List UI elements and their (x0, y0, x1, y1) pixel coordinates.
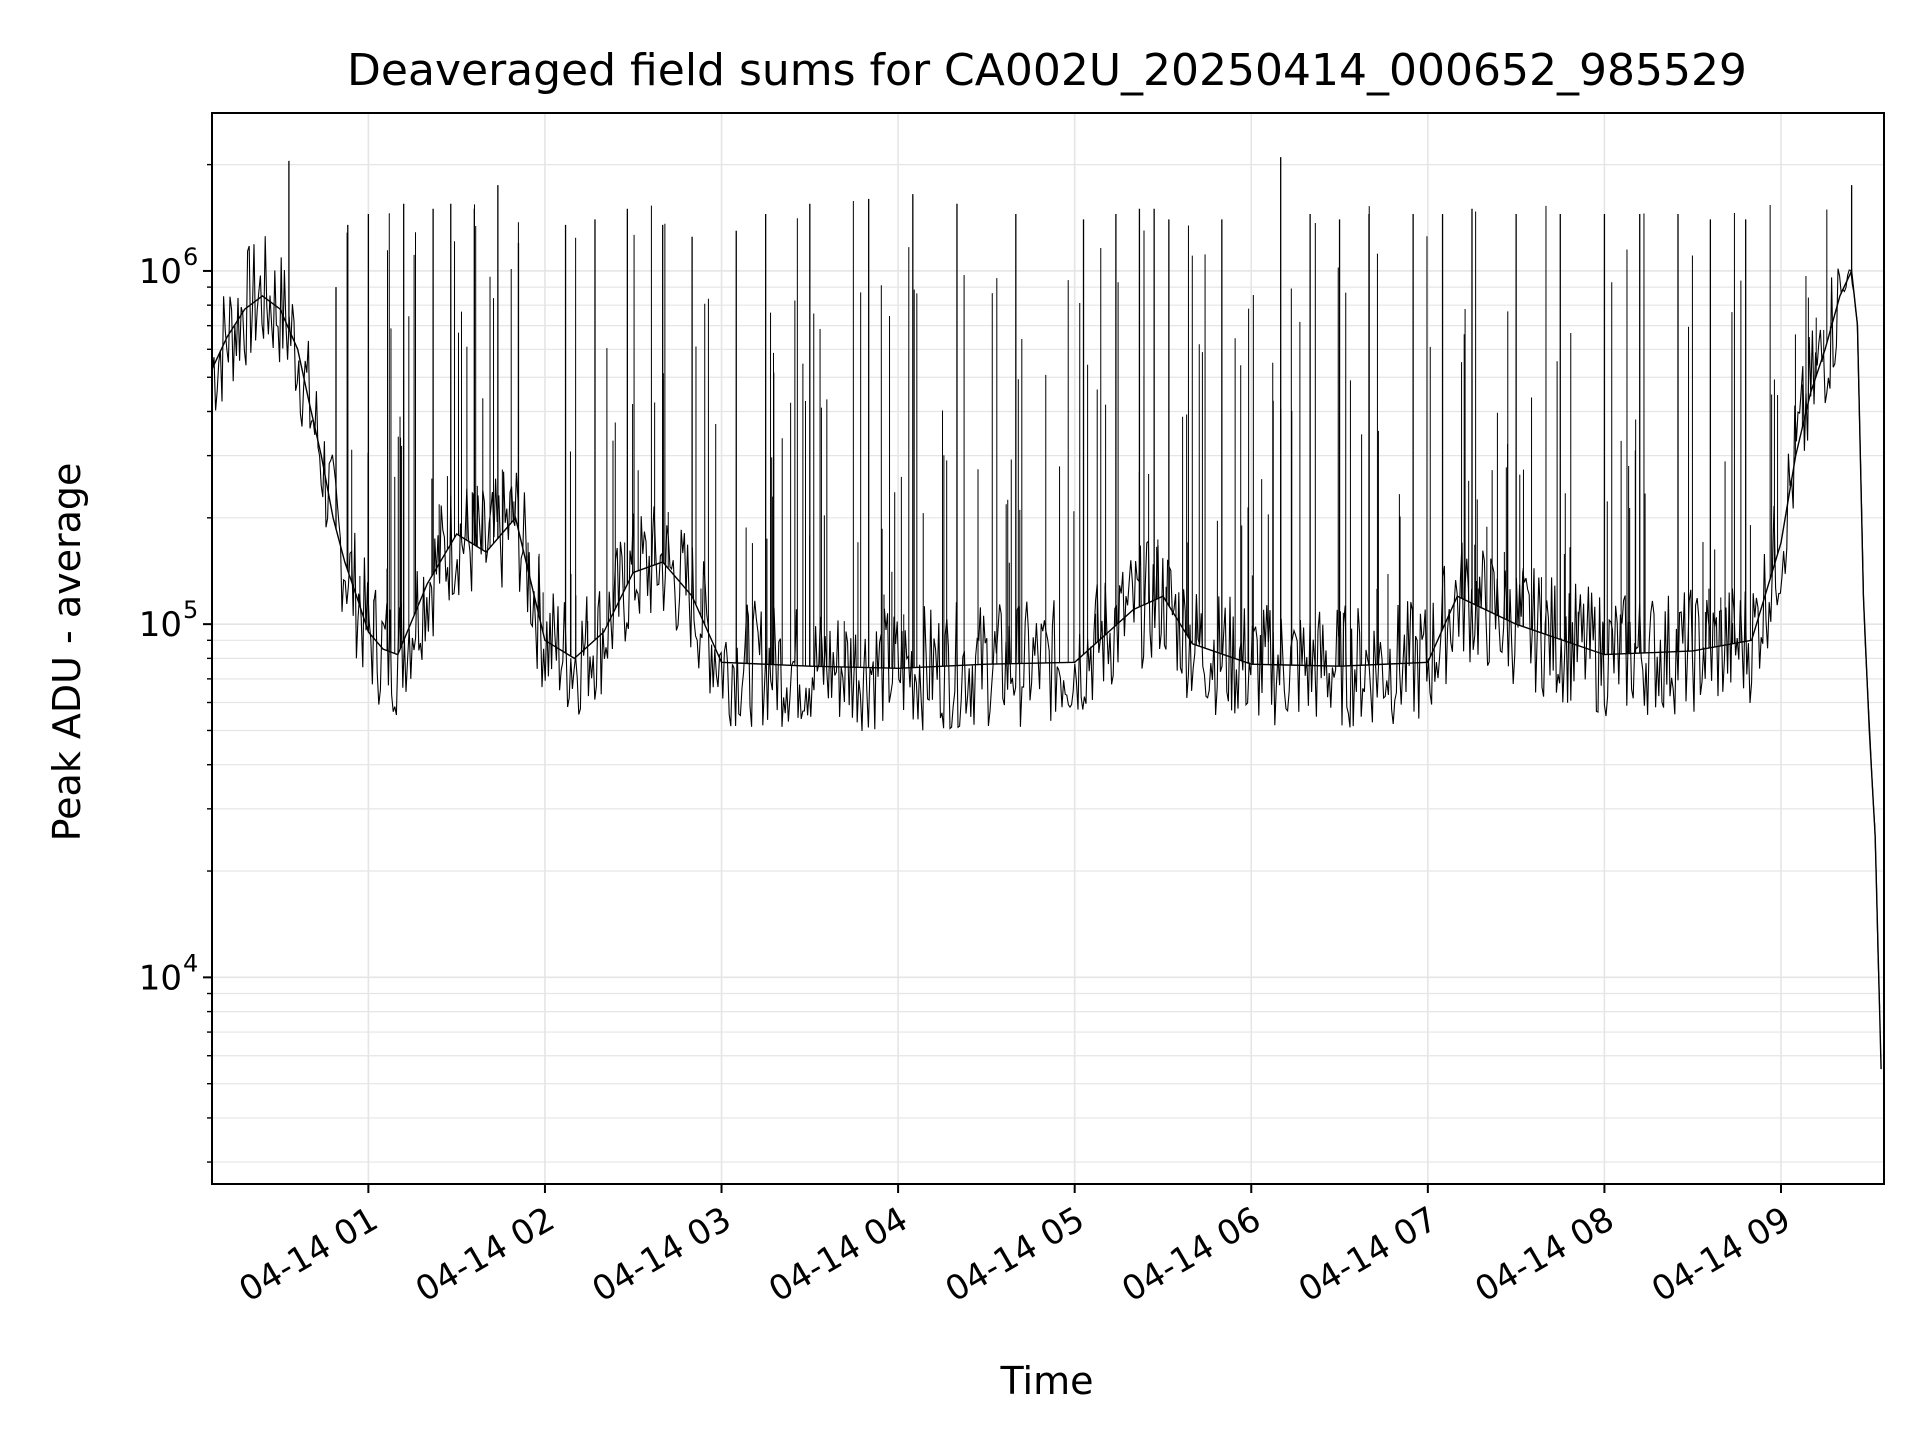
x-axis-label: Time (1000, 1359, 1094, 1403)
y-tick-exponent: 4 (183, 949, 198, 977)
y-axis-label: Peak ADU - average (45, 463, 89, 842)
chart-title: Deaveraged field sums for CA002U_2025041… (347, 45, 1747, 96)
y-tick-exponent: 6 (183, 243, 198, 271)
y-tick-exponent: 5 (183, 596, 198, 624)
data-layer (211, 157, 1882, 1070)
y-tick-label: 10 (139, 958, 182, 998)
y-tick-label: 10 (139, 605, 182, 645)
grid-layer (212, 113, 1884, 1184)
y-tick-label: 10 (139, 252, 182, 292)
plot-frame (211, 112, 1885, 1185)
